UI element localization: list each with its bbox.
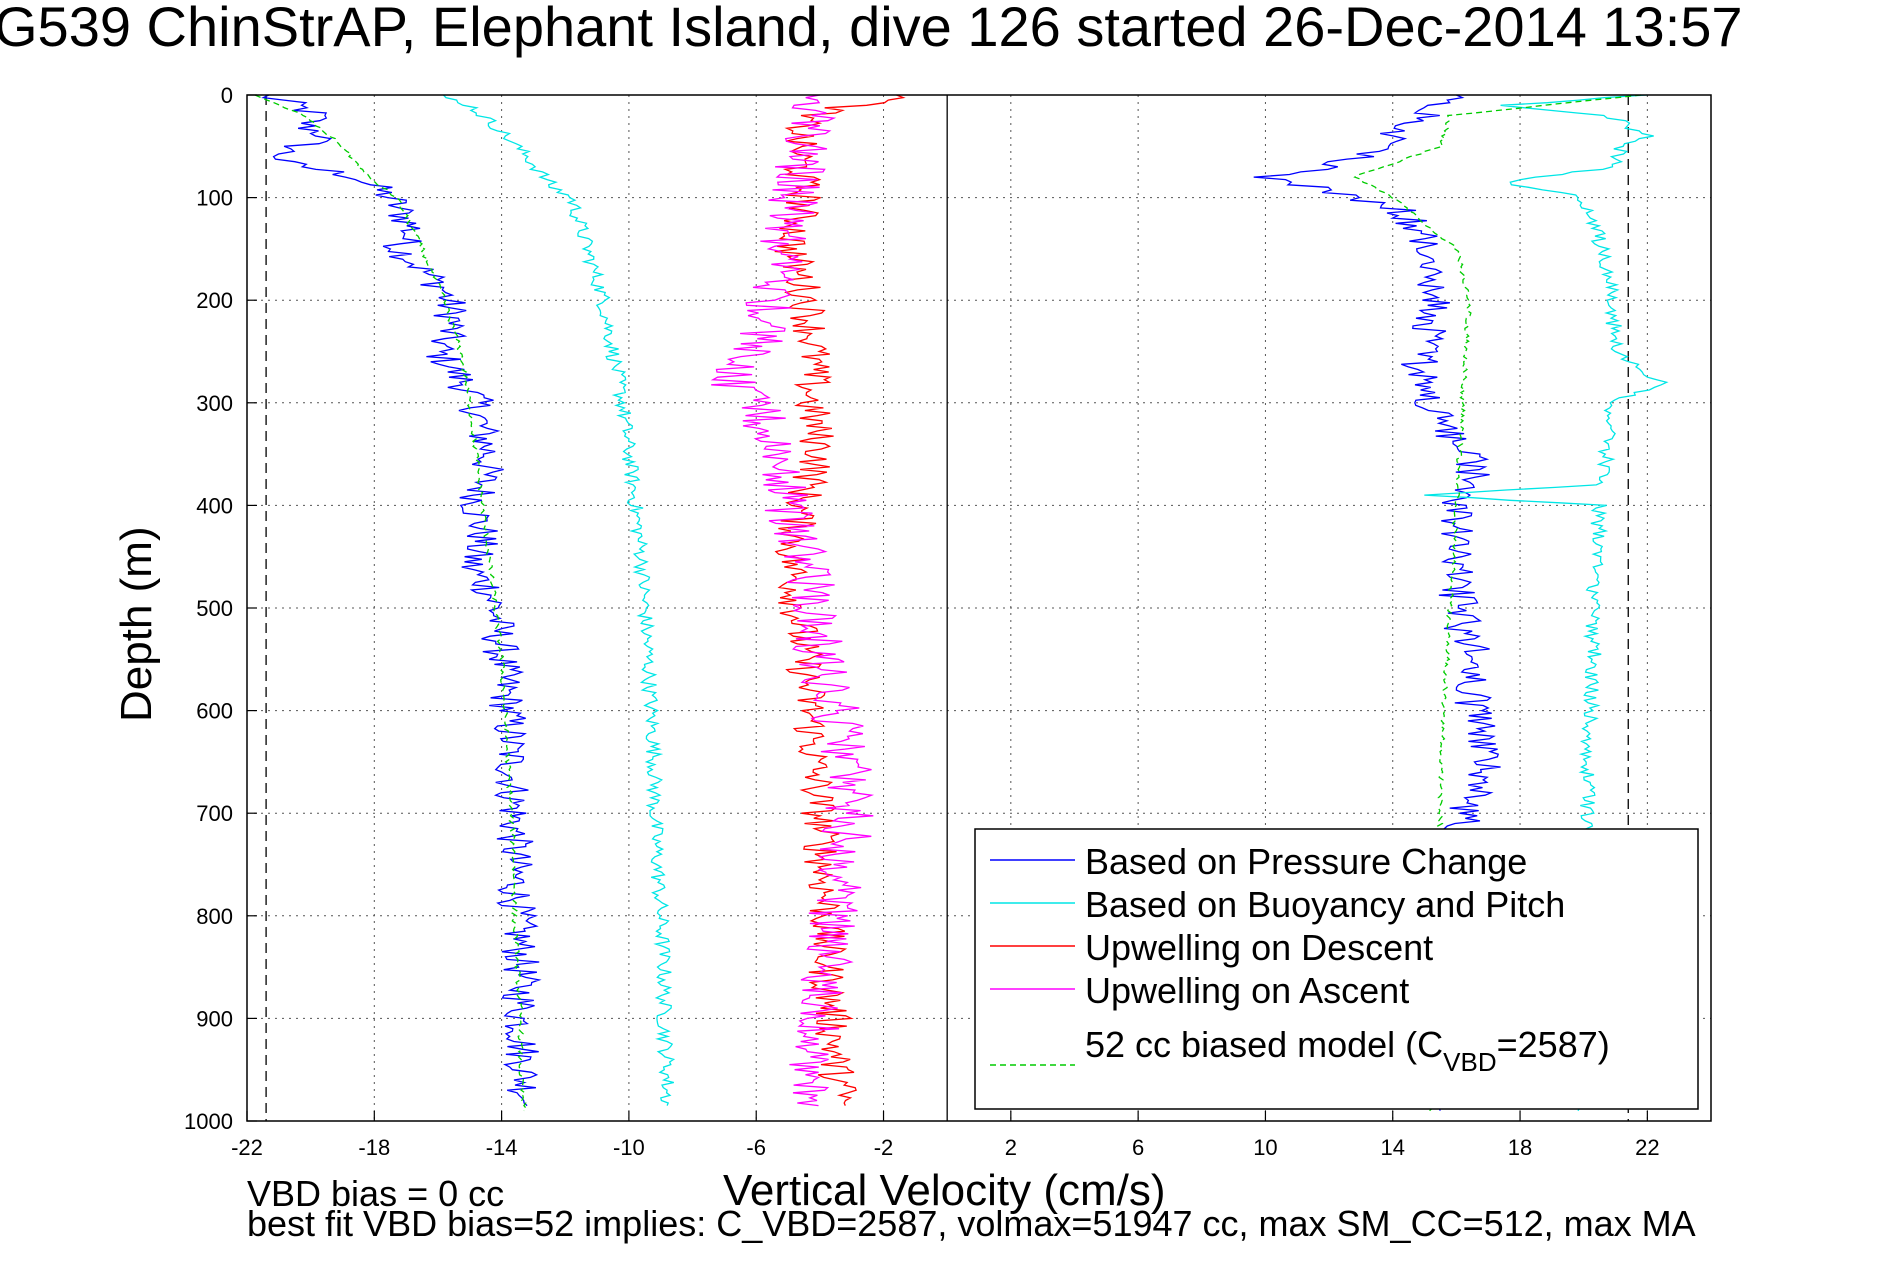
x-tick-label: 6 — [1132, 1135, 1144, 1160]
y-ticks: 0 100 200 300 400 500 600 700 800 900 1000 — [184, 83, 257, 1134]
y-tick-label: 700 — [196, 801, 233, 826]
based-on-buoyancy-and-pitch-descent-line — [443, 94, 676, 1106]
y-tick-label: 500 — [196, 596, 233, 621]
legend-label: Based on Buoyancy and Pitch — [1085, 884, 1565, 925]
y-tick-label: 300 — [196, 391, 233, 416]
x-tick-label: -22 — [231, 1135, 263, 1160]
upwelling-on-ascent-line — [710, 94, 875, 1107]
x-tick-label: -2 — [874, 1135, 894, 1160]
y-tick-label: 400 — [196, 493, 233, 518]
legend-box — [974, 828, 1699, 1110]
y-tick-label: 600 — [196, 699, 233, 724]
x-tick-label: -14 — [486, 1135, 518, 1160]
y-tick-label: 900 — [196, 1006, 233, 1031]
best-fit-note: best fit VBD bias=52 implies: C_VBD=2587… — [247, 1203, 1696, 1244]
x-tick-label: -6 — [746, 1135, 766, 1160]
x-tick-label: 2 — [1005, 1135, 1017, 1160]
y-tick-label: 800 — [196, 904, 233, 929]
y-axis-label: Depth (m) — [112, 526, 161, 722]
based-on-pressure-change-descent-line — [261, 94, 542, 1107]
upwelling-on-descent-line — [774, 94, 906, 1106]
52-cc-biased-model-c-vbd-2587-descent-line — [254, 94, 527, 1112]
chart-title: G539 ChinStrAP, Elephant Island, dive 12… — [0, 0, 1743, 58]
x-tick-label: 14 — [1380, 1135, 1404, 1160]
legend-label: Upwelling on Ascent — [1085, 970, 1409, 1011]
x-axis-label: Vertical Velocity (cm/s) — [723, 1166, 1166, 1215]
y-tick-label: 200 — [196, 288, 233, 313]
y-tick-label: 0 — [221, 83, 233, 108]
legend-label-model: 52 cc biased model (CVBD=2587) — [1085, 1024, 1610, 1077]
legend-label: Based on Pressure Change — [1085, 841, 1527, 882]
x-tick-label: -10 — [613, 1135, 645, 1160]
x-tick-label: 22 — [1635, 1135, 1659, 1160]
x-ticks: -22 -18 -14 -10 -6 -2 2 6 10 14 18 22 — [231, 1111, 1660, 1160]
y-tick-label: 1000 — [184, 1109, 233, 1134]
x-tick-label: -18 — [358, 1135, 390, 1160]
vbd-bias-note: VBD bias = 0 cc — [247, 1173, 505, 1214]
legend-label: Upwelling on Descent — [1085, 927, 1433, 968]
y-tick-label: 100 — [196, 186, 233, 211]
x-tick-label: 10 — [1253, 1135, 1277, 1160]
52-cc-biased-model-c-vbd-2587-ascent-line — [1353, 94, 1642, 1112]
x-tick-label: 18 — [1508, 1135, 1532, 1160]
